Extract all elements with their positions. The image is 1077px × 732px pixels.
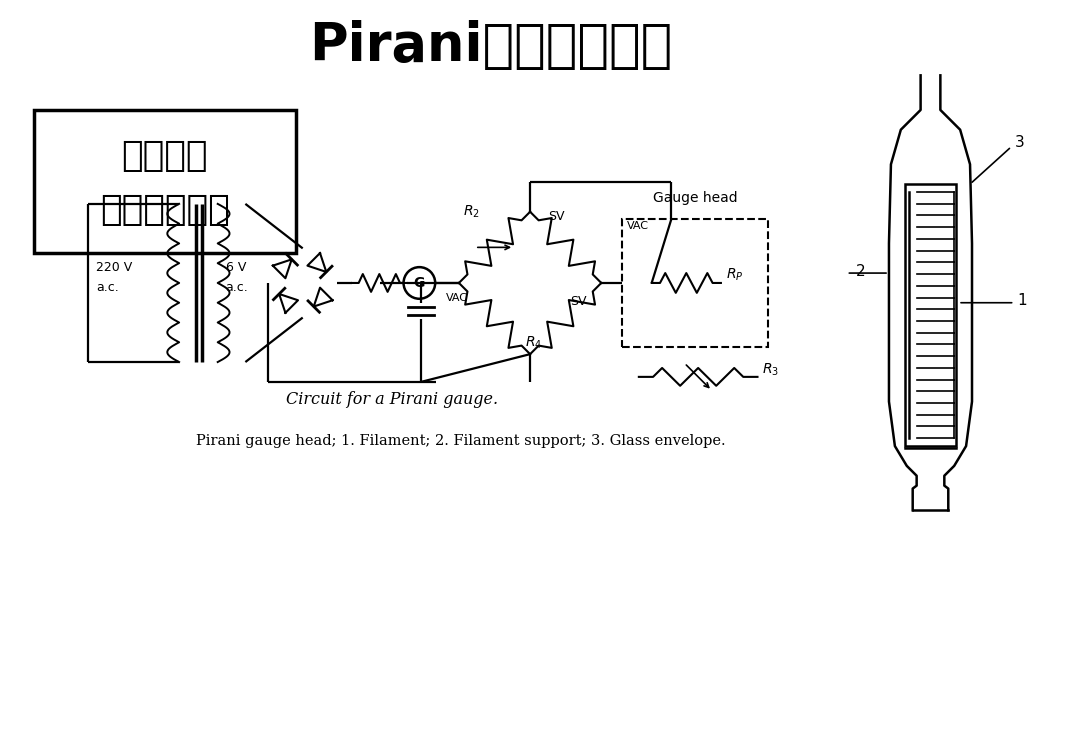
Bar bbox=[33, 110, 296, 253]
Text: 220 V: 220 V bbox=[96, 261, 132, 274]
Text: G: G bbox=[414, 276, 425, 290]
Text: Pirani gauge head; 1. Filament; 2. Filament support; 3. Glass envelope.: Pirani gauge head; 1. Filament; 2. Filam… bbox=[196, 434, 726, 448]
Text: Circuit for a Pirani gauge.: Circuit for a Pirani gauge. bbox=[285, 391, 498, 408]
Text: SV: SV bbox=[570, 295, 586, 307]
Text: R$_P$: R$_P$ bbox=[726, 267, 743, 283]
Bar bbox=[623, 219, 768, 347]
Text: R$_2$: R$_2$ bbox=[463, 203, 480, 220]
Text: VAC: VAC bbox=[627, 220, 649, 231]
Text: 6 V: 6 V bbox=[225, 261, 246, 274]
Text: 3: 3 bbox=[1015, 135, 1024, 150]
Text: R$_3$: R$_3$ bbox=[763, 362, 780, 378]
Text: a.c.: a.c. bbox=[225, 281, 249, 294]
Text: a.c.: a.c. bbox=[96, 281, 118, 294]
Text: Pirani电阵规（续）: Pirani电阵规（续） bbox=[309, 20, 672, 72]
Text: VAC: VAC bbox=[446, 293, 467, 303]
Text: R$_4$: R$_4$ bbox=[526, 335, 543, 351]
Text: Gauge head: Gauge head bbox=[653, 191, 738, 205]
Text: 1: 1 bbox=[1018, 294, 1027, 308]
Bar bbox=[905, 184, 956, 446]
Text: 测电流得电阵: 测电流得电阵 bbox=[100, 193, 229, 228]
Text: 2: 2 bbox=[856, 264, 866, 279]
Text: 恒压模式: 恒压模式 bbox=[122, 139, 208, 173]
Text: SV: SV bbox=[548, 209, 564, 223]
